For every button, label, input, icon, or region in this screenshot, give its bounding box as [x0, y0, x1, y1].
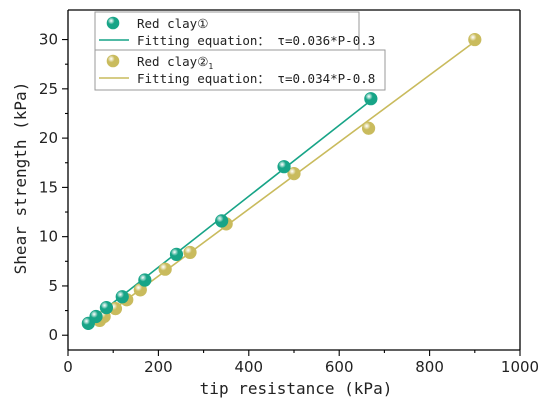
legend-fit-label-2: Fitting equation： τ=0.034*P-0.8: [137, 71, 375, 86]
x-tick-label: 600: [325, 358, 354, 376]
legend-label-series-1: Red clay①: [137, 16, 208, 31]
fit-line-series-1: [87, 99, 373, 323]
x-tick-label: 1000: [501, 358, 539, 376]
data-point-series-1: [138, 273, 152, 287]
y-axis-title: Shear strength (kPa): [11, 82, 30, 275]
y-tick-label: 15: [39, 178, 58, 196]
data-point-series-1: [99, 301, 114, 315]
data-point-series-1: [364, 92, 378, 106]
y-tick-label: 20: [39, 129, 58, 147]
y-tick-label: 0: [48, 326, 58, 344]
data-point-series-2: [361, 121, 376, 135]
data-point-series-1: [169, 247, 184, 262]
data-point-series-1: [89, 309, 103, 324]
data-point-series-2: [158, 262, 172, 276]
legend-fit-label-1: Fitting equation： τ=0.036*P-0.3: [137, 33, 375, 48]
data-point-series-1: [115, 290, 129, 304]
data-point-series-2: [287, 166, 301, 181]
legend-box-2: [94, 49, 386, 91]
plot-area: [81, 32, 482, 330]
y-tick-label: 10: [39, 228, 58, 246]
y-tick-label: 5: [48, 277, 58, 295]
y-tick-label: 25: [39, 80, 58, 98]
legend-label-subscript: 1: [208, 62, 213, 71]
data-point-series-2: [468, 32, 482, 47]
legend-marker-1: [106, 16, 120, 30]
x-tick-label: 200: [144, 358, 173, 376]
ticks: 0 200 400 600 800 1000 0 5 10 15 20 25 30: [39, 31, 539, 376]
legend-marker-2: [106, 54, 120, 68]
data-point-series-1: [215, 214, 229, 228]
legend: Red clay① Fitting equation： τ=0.036*P-0.3…: [94, 11, 386, 91]
x-axis-title: tip resistance (kPa): [200, 379, 393, 398]
x-tick-label: 400: [234, 358, 263, 376]
legend-label-series-2: Red clay②1: [137, 54, 213, 71]
x-tick-label: 0: [63, 358, 73, 376]
data-point-series-2: [183, 245, 197, 260]
y-tick-label: 30: [39, 31, 58, 49]
x-tick-label: 800: [415, 358, 444, 376]
axes: [67, 9, 521, 351]
data-point-series-1: [277, 160, 291, 174]
fit-line-series-2: [96, 40, 477, 322]
